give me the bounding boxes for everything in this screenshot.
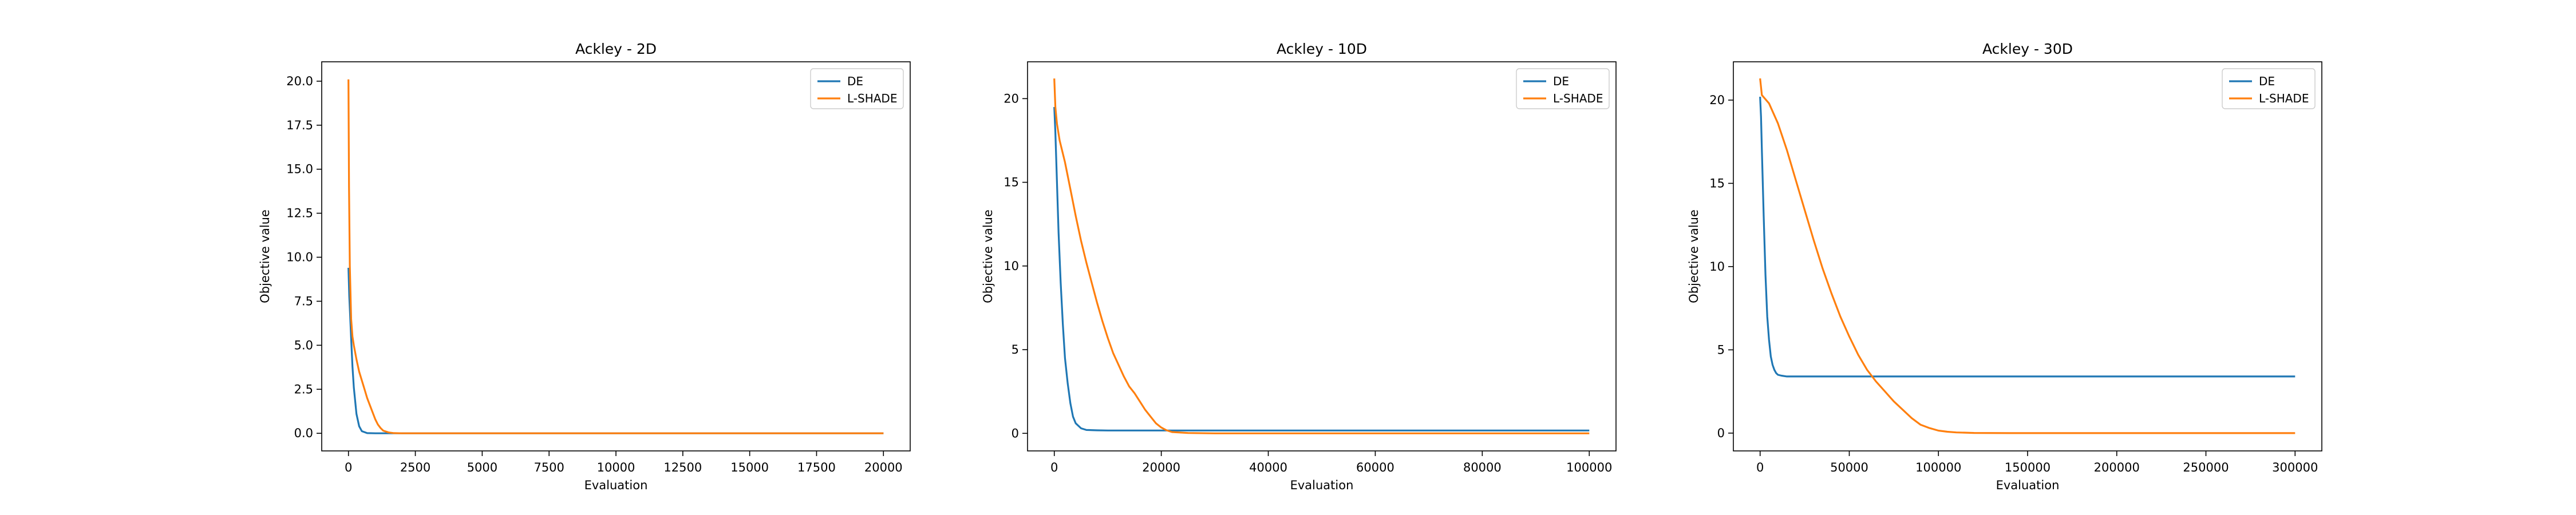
y-tick-label: 15 (1709, 176, 1725, 190)
x-tick-label: 60000 (1356, 461, 1394, 474)
x-tick-label: 100000 (1915, 461, 1961, 474)
legend-label: L-SHADE (1553, 92, 1603, 105)
x-tick-label: 0 (1756, 461, 1764, 474)
chart-title: Ackley - 2D (575, 41, 657, 57)
chart-panel: 0 50000 100000 150000 200000 250000 300000 0 5 10… (1687, 41, 2322, 492)
x-tick-label: 17500 (797, 461, 836, 474)
chart-panel: 0 20000 40000 60000 80000 100000 0 5 10 15 20 Ackle… (981, 41, 1617, 492)
y-axis-label: Objective value (1687, 209, 1701, 303)
chart-panel: 0 2500 5000 7500 10000 12500 15000 17500 20000 0.… (258, 41, 911, 492)
x-tick-label: 5000 (467, 461, 497, 474)
y-tick-label: 0 (1012, 426, 1019, 440)
y-tick-label: 10 (1709, 260, 1725, 274)
y-tick-label: 15.0 (286, 163, 313, 176)
x-tick-label: 0 (345, 461, 352, 474)
y-axis-label: Objective value (258, 209, 272, 303)
y-tick-label: 20 (1003, 92, 1019, 105)
axes-frame (321, 61, 911, 451)
x-tick-label: 100000 (1566, 461, 1612, 474)
series-line-l-shade (347, 79, 884, 434)
legend: DE L-SHADE (1516, 68, 1610, 109)
x-tick-label: 0 (1050, 461, 1058, 474)
x-tick-label: 250000 (2183, 461, 2229, 474)
y-tick-label: 5 (1717, 343, 1725, 356)
y-tick-label: 5 (1012, 343, 1019, 356)
x-tick-label: 150000 (2005, 461, 2050, 474)
x-tick-label: 10000 (597, 461, 635, 474)
series-line-l-shade (1053, 78, 1590, 434)
x-tick-label: 12500 (663, 461, 702, 474)
y-tick-label: 5.0 (294, 338, 313, 352)
series-line-de (1053, 106, 1590, 431)
series-line-l-shade (1759, 78, 2296, 434)
x-tick-label: 200000 (2094, 461, 2140, 474)
legend-label: L-SHADE (847, 92, 897, 105)
x-tick-label: 15000 (730, 461, 769, 474)
legend-label: L-SHADE (2259, 92, 2309, 105)
x-tick-label: 20000 (864, 461, 903, 474)
y-tick-label: 0 (1717, 426, 1725, 440)
legend-label: DE (2259, 74, 2275, 88)
x-tick-label: 7500 (534, 461, 564, 474)
x-tick-label: 80000 (1463, 461, 1502, 474)
y-tick-label: 10.0 (286, 251, 313, 264)
legend: DE L-SHADE (810, 68, 904, 109)
y-tick-label: 20.0 (286, 74, 313, 88)
axes-frame (1733, 61, 2322, 451)
series-line-de (347, 267, 884, 434)
y-tick-label: 17.5 (286, 118, 313, 132)
x-tick-label: 300000 (2272, 461, 2318, 474)
x-axis-label: Evaluation (1996, 478, 2060, 492)
axes-frame (1027, 61, 1617, 451)
legend: DE L-SHADE (2222, 68, 2316, 109)
y-axis-label: Objective value (981, 209, 995, 303)
y-tick-label: 7.5 (294, 294, 313, 308)
legend-label: DE (847, 74, 863, 88)
y-tick-label: 2.5 (294, 382, 313, 396)
y-tick-label: 20 (1709, 93, 1725, 107)
y-tick-label: 10 (1003, 259, 1019, 273)
x-axis-label: Evaluation (584, 478, 648, 492)
x-tick-label: 50000 (1830, 461, 1868, 474)
chart-title: Ackley - 30D (1982, 41, 2073, 57)
x-axis-label: Evaluation (1290, 478, 1354, 492)
x-tick-label: 2500 (400, 461, 430, 474)
y-tick-label: 0.0 (294, 426, 313, 440)
chart-title: Ackley - 10D (1277, 41, 1367, 57)
x-tick-label: 20000 (1142, 461, 1180, 474)
legend-label: DE (1553, 74, 1569, 88)
y-tick-label: 15 (1003, 176, 1019, 189)
series-line-de (1759, 97, 2296, 378)
y-tick-label: 12.5 (286, 207, 313, 220)
x-tick-label: 40000 (1249, 461, 1287, 474)
